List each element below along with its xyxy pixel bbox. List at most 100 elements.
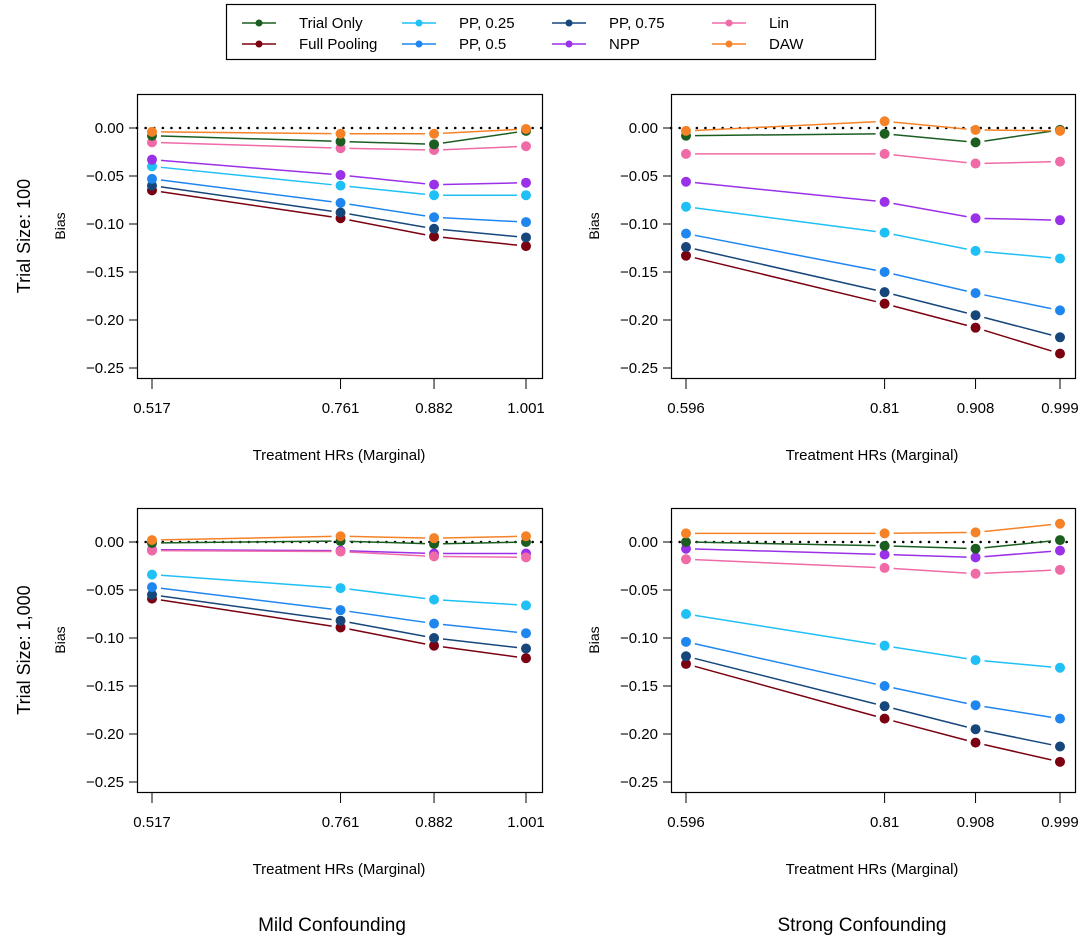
series-segment	[694, 120, 876, 132]
legend-marker	[565, 19, 573, 27]
series-segment	[160, 540, 332, 544]
data-point	[335, 531, 346, 542]
data-point	[879, 267, 890, 277]
x-tick-label: 1.001	[507, 814, 545, 831]
x-tick-label: 0.81	[870, 814, 899, 831]
data-point	[970, 213, 981, 224]
y-tick-label: −0.15	[620, 264, 658, 281]
series-segment	[349, 219, 426, 236]
data-point	[521, 628, 531, 639]
x-tick-label: 0.882	[415, 400, 453, 417]
data-point	[879, 540, 890, 551]
series-segment	[694, 257, 877, 303]
data-point	[681, 201, 691, 212]
data-point	[879, 116, 890, 127]
series-segment	[442, 128, 518, 135]
data-point	[335, 207, 346, 218]
data-point	[879, 148, 890, 159]
data-point	[970, 527, 981, 538]
data-point	[681, 242, 691, 253]
data-point	[970, 737, 981, 748]
series-segment	[442, 217, 518, 223]
series-segment	[349, 147, 426, 151]
y-tick-label: −0.20	[620, 726, 658, 743]
y-axis-title: Bias	[52, 212, 68, 239]
data-point	[970, 137, 981, 148]
series-segment	[442, 599, 518, 606]
series-segment	[893, 233, 967, 250]
data-point	[970, 158, 981, 169]
x-tick-label: 0.908	[957, 814, 995, 831]
series-segment	[349, 203, 426, 217]
series-lin	[681, 148, 1065, 169]
x-tick-label: 0.999	[1041, 814, 1079, 831]
data-point	[681, 658, 691, 669]
legend-item: PP, 0.25	[402, 15, 515, 32]
data-point	[429, 179, 440, 190]
series-pp-0-5	[147, 173, 531, 228]
data-point	[335, 197, 346, 208]
x-axis-title: Treatment HRs (Marginal)	[253, 861, 426, 878]
data-point	[879, 128, 890, 139]
series-segment	[984, 540, 1052, 549]
x-tick-label: 0.761	[322, 400, 360, 417]
data-point	[1055, 756, 1065, 767]
panel-strong-100: 0.00 −0.05 −0.10 −0.15 −0.20 −0.25 Bias 0.596 0.…	[586, 93, 1079, 464]
series-segment	[349, 535, 426, 539]
series-segment	[984, 316, 1052, 336]
panel-mild-1000: 0.00 −0.05 −0.10 −0.15 −0.20 −0.25 Bias 0.517 0.…	[52, 507, 545, 878]
series-pp-0-25	[147, 161, 531, 201]
data-point	[335, 170, 346, 181]
y-tick-label: −0.05	[86, 168, 124, 185]
series-segment	[984, 129, 1052, 132]
data-point	[429, 594, 440, 605]
x-tick-label: 0.517	[133, 400, 171, 417]
data-point	[147, 589, 157, 600]
data-point	[879, 549, 890, 560]
series-segment	[160, 159, 332, 176]
row-label-trial-100: Trial Size: 100	[14, 179, 34, 293]
y-tick-label: −0.10	[86, 216, 124, 233]
series-segment	[893, 687, 967, 705]
legend-item: Full Pooling	[242, 36, 377, 53]
legend-item: NPP	[552, 36, 640, 53]
series-segment	[893, 133, 967, 143]
series-segment	[893, 202, 967, 218]
series-lin	[147, 545, 531, 563]
legend-marker	[565, 40, 573, 48]
series-segment	[442, 228, 518, 238]
data-point	[521, 232, 531, 243]
y-tick-label: −0.15	[86, 678, 124, 695]
series-segment	[893, 154, 967, 164]
data-point	[429, 633, 440, 643]
series-segment	[893, 567, 967, 574]
data-point	[429, 212, 440, 223]
y-tick-label: −0.15	[86, 264, 124, 281]
data-point	[879, 562, 890, 573]
legend-label: DAW	[769, 36, 804, 53]
data-point	[970, 543, 981, 554]
series-segment	[160, 190, 332, 218]
series-segment	[984, 217, 1052, 221]
series-segment	[984, 705, 1052, 718]
legend-marker	[725, 19, 733, 27]
data-point	[429, 551, 440, 562]
series-pp-0-25	[681, 609, 1065, 673]
y-tick-label: −0.05	[620, 582, 658, 599]
data-point	[335, 128, 346, 139]
series-daw	[147, 123, 531, 139]
legend-item: Lin	[712, 15, 789, 32]
series-segment	[442, 646, 518, 658]
data-point	[1055, 662, 1065, 673]
data-point	[521, 643, 531, 654]
series-segment	[442, 623, 518, 634]
data-point	[681, 148, 691, 159]
data-point	[521, 531, 531, 542]
legend-label: PP, 0.75	[609, 15, 665, 32]
series-segment	[984, 130, 1052, 142]
data-point	[681, 176, 691, 187]
legend-item: PP, 0.5	[402, 36, 506, 53]
series-segment	[349, 551, 426, 557]
series-segment	[694, 643, 876, 685]
series-full-pooling	[147, 185, 531, 252]
